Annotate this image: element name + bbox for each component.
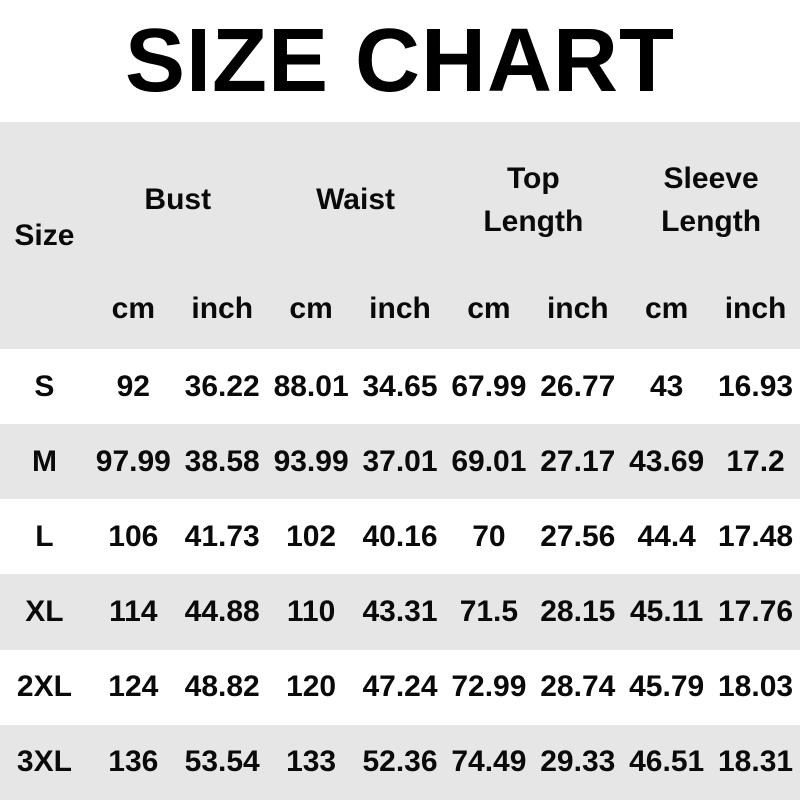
cell-size: M: [31, 444, 57, 478]
cell-sleeve-length-cm: 45.79: [629, 670, 705, 704]
column-group-top-length: Top Length: [444, 122, 622, 278]
column-group-sleeve-length-label: Sleeve Length: [661, 161, 762, 239]
unit-header-bust-inch: inch: [191, 291, 254, 325]
cell-sleeve-length-inch: 18.03: [718, 670, 794, 704]
column-group-bust: Bust: [89, 122, 267, 278]
cell-bust-cm: 92: [116, 369, 150, 403]
cell-waist-inch: 34.65: [362, 369, 438, 403]
column-header-size: Size: [14, 218, 75, 252]
cell-size: XL: [25, 595, 64, 629]
column-group-bust-label: Bust: [144, 183, 212, 217]
column-group-waist-label: Waist: [316, 183, 395, 217]
cell-top-length-cm: 67.99: [451, 369, 527, 403]
cell-top-length-inch: 29.33: [540, 745, 616, 779]
cell-size: S: [34, 369, 55, 403]
unit-header-sleeve-length-inch: inch: [724, 291, 787, 325]
cell-sleeve-length-cm: 46.51: [629, 745, 705, 779]
unit-header-waist-inch: inch: [369, 291, 431, 325]
unit-header-waist-cm: cm: [289, 291, 333, 325]
cell-bust-cm: 114: [109, 595, 158, 629]
cell-sleeve-length-inch: 17.48: [718, 519, 794, 553]
cell-bust-inch: 41.73: [184, 519, 260, 553]
cell-size: 3XL: [16, 745, 72, 779]
cell-sleeve-length-cm: 43: [649, 369, 684, 403]
cell-sleeve-length-inch: 17.2: [726, 444, 785, 478]
cell-top-length-cm: 69.01: [451, 444, 527, 478]
cell-bust-inch: 48.82: [184, 670, 260, 704]
table-header: Size Bust Waist Top Length Sleeve Length…: [0, 122, 800, 349]
column-group-sleeve-length: Sleeve Length: [622, 122, 800, 278]
cell-size: L: [35, 519, 54, 553]
cell-waist-inch: 47.24: [362, 670, 438, 704]
cell-sleeve-length-inch: 18.31: [718, 745, 794, 779]
column-group-waist: Waist: [267, 122, 445, 278]
cell-top-length-inch: 26.77: [540, 369, 616, 403]
table-row-l: L 106 41.73 102 40.16 70 27.56 44.4 17.4…: [0, 499, 800, 575]
page-title: SIZE CHART: [125, 11, 675, 111]
unit-header-top-length-inch: inch: [546, 291, 609, 325]
cell-waist-inch: 43.31: [362, 595, 438, 629]
unit-header-bust-cm: cm: [111, 291, 155, 325]
cell-sleeve-length-cm: 44.4: [637, 519, 696, 553]
cell-top-length-cm: 72.99: [451, 670, 527, 704]
cell-waist-cm: 133: [286, 745, 337, 779]
cell-bust-cm: 97.99: [95, 444, 171, 478]
cell-sleeve-length-cm: 43.69: [629, 444, 705, 478]
cell-waist-inch: 37.01: [362, 444, 438, 478]
cell-waist-inch: 52.36: [362, 745, 438, 779]
unit-header-top-length-cm: cm: [467, 291, 511, 325]
cell-waist-cm: 102: [286, 519, 337, 553]
table-row-3xl: 3XL 136 53.54 133 52.36 74.49 29.33 46.5…: [0, 724, 800, 800]
cell-bust-cm: 124: [108, 670, 159, 704]
cell-waist-cm: 88.01: [273, 369, 349, 403]
cell-waist-inch: 40.16: [362, 519, 438, 553]
table-row-s: S 92 36.22 88.01 34.65 67.99 26.77 43 16…: [0, 349, 800, 425]
table-body: S 92 36.22 88.01 34.65 67.99 26.77 43 16…: [0, 349, 800, 800]
cell-top-length-inch: 28.15: [540, 595, 616, 629]
cell-top-length-inch: 27.17: [540, 444, 616, 478]
cell-top-length-inch: 28.74: [540, 670, 616, 704]
title-band: SIZE CHART: [0, 0, 800, 122]
table-row-2xl: 2XL 124 48.82 120 47.24 72.99 28.74 45.7…: [0, 649, 800, 725]
cell-waist-cm: 120: [286, 670, 337, 704]
cell-size: 2XL: [16, 670, 72, 704]
cell-waist-cm: 93.99: [273, 444, 349, 478]
cell-waist-cm: 110: [286, 595, 336, 629]
table-row-xl: XL 114 44.88 110 43.31 71.5 28.15 45.11 …: [0, 574, 800, 650]
cell-top-length-cm: 70: [472, 519, 506, 553]
table-row-m: M 97.99 38.58 93.99 37.01 69.01 27.17 43…: [0, 424, 800, 500]
cell-bust-inch: 53.54: [184, 745, 260, 779]
cell-bust-inch: 44.88: [184, 595, 260, 629]
size-chart-table: Size Bust Waist Top Length Sleeve Length…: [0, 122, 800, 800]
cell-bust-cm: 136: [108, 745, 159, 779]
cell-sleeve-length-cm: 45.11: [629, 595, 704, 629]
cell-top-length-cm: 71.5: [459, 595, 519, 629]
cell-top-length-inch: 27.56: [540, 519, 616, 553]
cell-bust-inch: 38.58: [184, 444, 260, 478]
cell-bust-cm: 106: [108, 519, 159, 553]
cell-sleeve-length-inch: 17.76: [718, 595, 794, 629]
column-group-top-length-label: Top Length: [483, 161, 584, 239]
cell-bust-inch: 36.22: [184, 369, 260, 403]
cell-top-length-cm: 74.49: [451, 745, 527, 779]
cell-sleeve-length-inch: 16.93: [718, 369, 794, 403]
unit-header-sleeve-length-cm: cm: [644, 291, 689, 325]
